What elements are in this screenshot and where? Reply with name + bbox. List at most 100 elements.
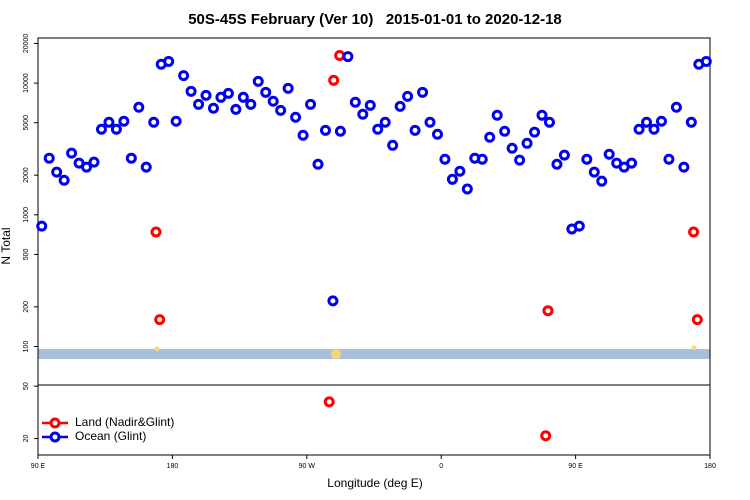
- point: [230, 103, 242, 115]
- point: [319, 124, 331, 136]
- point: [484, 131, 496, 143]
- point: [43, 152, 55, 164]
- point: [237, 91, 249, 103]
- point: [282, 82, 294, 94]
- point: [245, 98, 257, 110]
- x-tick-label: 0: [439, 463, 443, 470]
- y-tick-label: 20: [23, 435, 30, 443]
- point: [150, 226, 162, 238]
- legend-marker: [49, 431, 61, 443]
- point: [163, 55, 175, 67]
- point: [148, 116, 160, 128]
- point: [36, 220, 48, 232]
- point: [633, 123, 645, 135]
- legend-label: Land (Nadir&Glint): [75, 415, 174, 429]
- point: [327, 295, 339, 307]
- point: [387, 139, 399, 151]
- x-tick-label: 90 E: [31, 463, 46, 470]
- y-tick-label: 200: [23, 301, 30, 313]
- point: [663, 153, 675, 165]
- point: [372, 123, 384, 135]
- point: [154, 314, 166, 326]
- chart-title: 50S-45S February (Ver 10) 2015-01-01 to …: [188, 11, 562, 28]
- point: [536, 109, 548, 121]
- y-tick-label: 1000: [23, 207, 30, 223]
- point: [170, 115, 182, 127]
- x-tick-label: 90 W: [299, 463, 316, 470]
- y-tick-label: 10000: [23, 73, 30, 93]
- point: [290, 111, 302, 123]
- point: [51, 166, 63, 178]
- point: [193, 98, 205, 110]
- point: [596, 175, 608, 187]
- point: [521, 137, 533, 149]
- point: [491, 109, 503, 121]
- marker: [331, 349, 341, 359]
- point: [275, 104, 287, 116]
- y-tick-label: 20000: [23, 34, 30, 54]
- point: [648, 123, 660, 135]
- point: [110, 123, 122, 135]
- point: [655, 115, 667, 127]
- point: [88, 156, 100, 168]
- x-tick-label: 180: [167, 463, 179, 470]
- point: [529, 126, 541, 138]
- point: [260, 86, 272, 98]
- point: [499, 125, 511, 137]
- y-tick-label: 100: [23, 341, 30, 353]
- point: [379, 116, 391, 128]
- y-axis-label: N Total: [0, 227, 13, 264]
- point: [417, 86, 429, 98]
- point: [364, 99, 376, 111]
- point: [573, 220, 585, 232]
- point: [312, 158, 324, 170]
- point: [207, 102, 219, 114]
- point: [305, 98, 317, 110]
- point: [514, 154, 526, 166]
- marker: [154, 346, 160, 352]
- y-tick-label: 2000: [23, 167, 30, 183]
- point: [349, 96, 361, 108]
- point: [66, 147, 78, 159]
- point: [688, 226, 700, 238]
- point: [297, 129, 309, 141]
- legend-marker: [49, 417, 61, 429]
- point: [95, 123, 107, 135]
- x-axis-label: Longitude (deg E): [327, 476, 422, 490]
- point: [323, 396, 335, 408]
- point: [461, 183, 473, 195]
- point: [409, 124, 421, 136]
- point: [543, 116, 555, 128]
- point: [334, 125, 346, 137]
- point: [685, 116, 697, 128]
- point: [81, 161, 93, 173]
- point: [542, 305, 554, 317]
- point: [454, 165, 466, 177]
- point: [506, 142, 518, 154]
- point: [678, 161, 690, 173]
- point: [118, 115, 130, 127]
- point: [185, 85, 197, 97]
- point: [581, 153, 593, 165]
- point: [603, 148, 615, 160]
- point: [328, 74, 340, 86]
- point: [178, 70, 190, 82]
- point: [476, 153, 488, 165]
- point: [691, 314, 703, 326]
- plot-frame: [37, 37, 711, 456]
- point: [140, 161, 152, 173]
- point: [252, 75, 264, 87]
- point: [700, 55, 712, 67]
- point: [402, 90, 414, 102]
- x-tick-label: 90 E: [568, 463, 583, 470]
- point: [424, 116, 436, 128]
- point: [103, 116, 115, 128]
- y-tick-label: 5000: [23, 115, 30, 131]
- point: [588, 166, 600, 178]
- point: [626, 157, 638, 169]
- point: [446, 173, 458, 185]
- point: [342, 51, 354, 63]
- point: [267, 95, 279, 107]
